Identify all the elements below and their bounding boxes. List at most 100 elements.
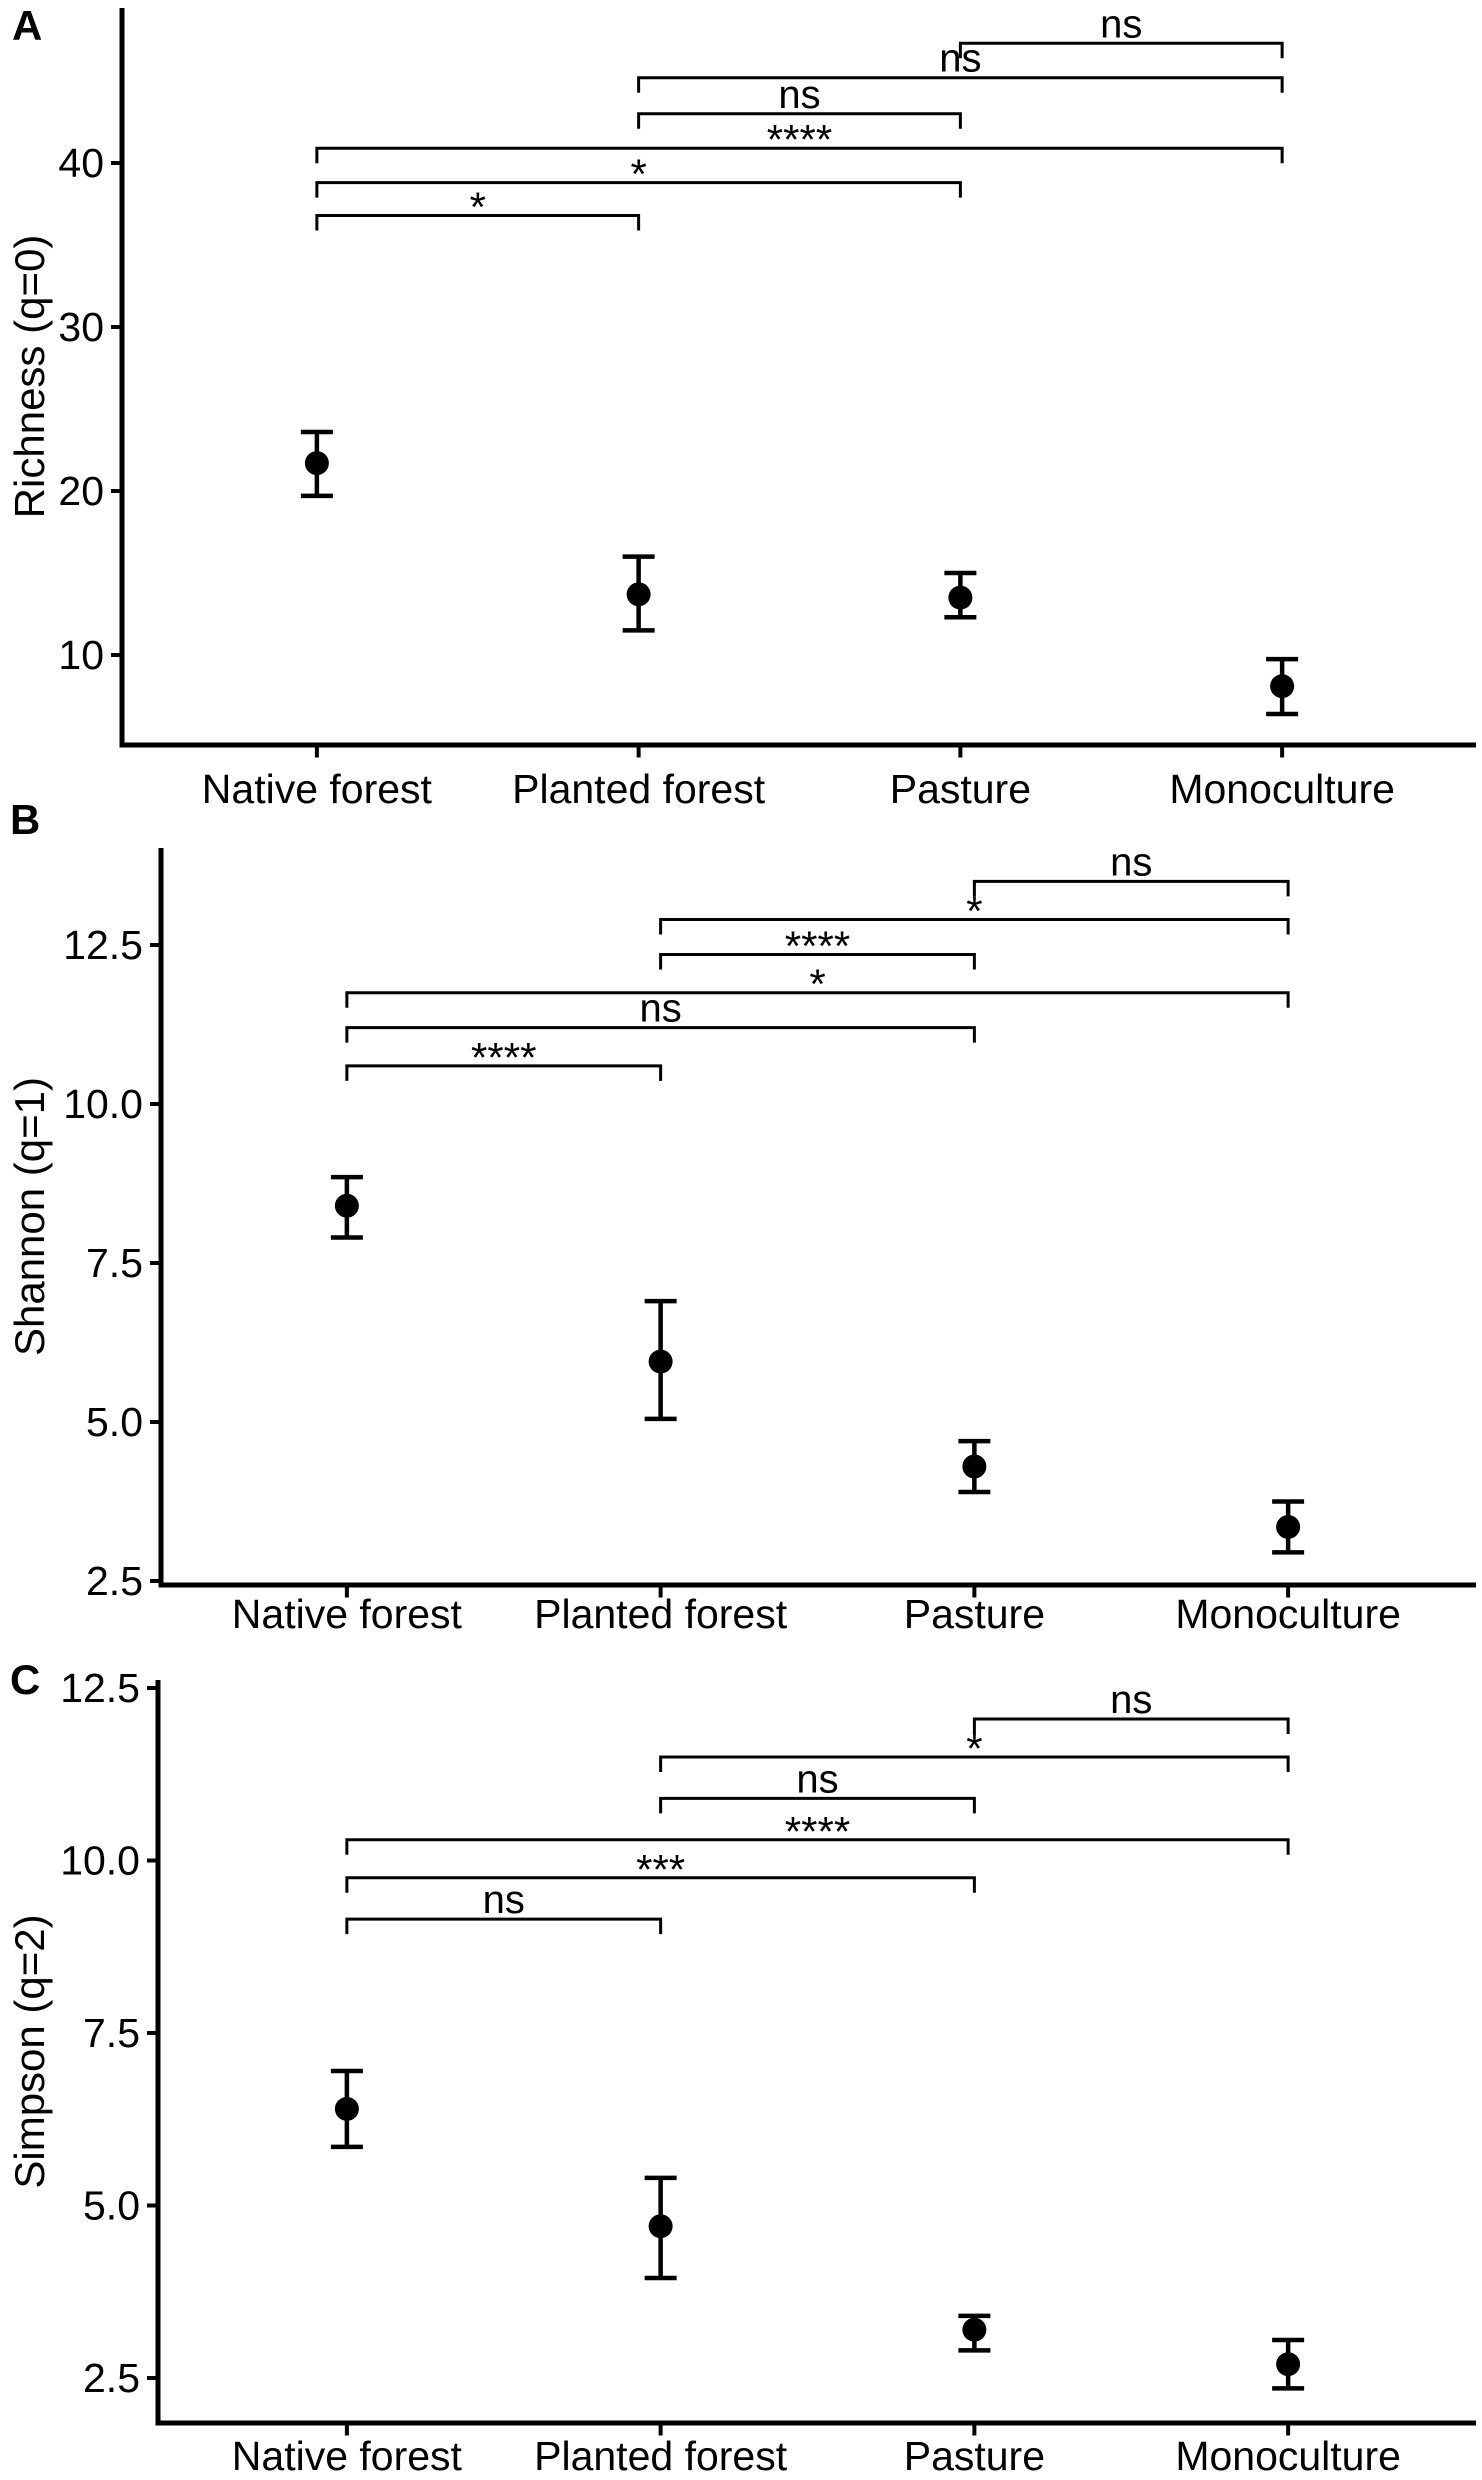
x-category-label: Pasture xyxy=(890,766,1031,812)
point-with-error-bar xyxy=(300,429,333,499)
mean-point xyxy=(304,451,329,476)
significance-bracket: ns xyxy=(972,1678,1290,1735)
mean-point xyxy=(948,585,973,610)
panel-letter: C xyxy=(10,1656,40,1703)
significance-label: **** xyxy=(785,1808,850,1855)
mean-point xyxy=(962,2317,987,2342)
point-with-error-bar xyxy=(330,2068,363,2150)
panel-B: B 2.5 5.0 7.5 10.0 12.5 Shannon (q=1) Native fo… xyxy=(6,796,1476,1637)
y-tick-label: 10 xyxy=(58,632,104,678)
significance-label: ns xyxy=(1100,2,1142,46)
y-tick-label: 10.0 xyxy=(60,1838,140,1884)
significance-bracket: ns xyxy=(958,2,1284,59)
significance-bracket: * xyxy=(315,183,641,231)
bracket-line xyxy=(345,1064,663,1081)
y-axis-title: Shannon (q=1) xyxy=(6,1077,53,1356)
significance-label: ns xyxy=(483,1878,525,1922)
y-tick-label: 2.5 xyxy=(86,1558,143,1604)
x-category-label: Native forest xyxy=(232,2433,463,2479)
bracket-line xyxy=(345,1917,663,1935)
bracket-line xyxy=(315,213,641,231)
point-with-error-bar xyxy=(1272,2337,1305,2391)
bracket-line xyxy=(659,953,976,970)
significance-label: ns xyxy=(796,1757,838,1801)
significance-bracket: * xyxy=(659,888,1290,935)
y-tick-label: 40 xyxy=(58,140,104,186)
significance-label: **** xyxy=(785,923,850,970)
x-category-label: Native forest xyxy=(232,1591,463,1637)
bracket-line xyxy=(637,76,1284,93)
y-tick-label: 5.0 xyxy=(86,1399,143,1445)
bracket-line xyxy=(659,918,1290,935)
bracket-line xyxy=(659,1755,1290,1772)
significance-bracket: ns xyxy=(972,840,1290,897)
mean-point xyxy=(334,1193,359,1218)
y-tick-label: 12.5 xyxy=(60,1665,140,1711)
significance-label: ns xyxy=(640,987,682,1031)
y-tick-label: 12.5 xyxy=(63,922,143,968)
y-tick-label: 2.5 xyxy=(83,2355,140,2401)
mean-point xyxy=(648,2214,673,2239)
point-with-error-bar xyxy=(644,1298,677,1422)
significance-bracket: * xyxy=(659,1725,1290,1772)
mean-point xyxy=(334,2096,359,2121)
y-axis-title: Simpson (q=2) xyxy=(6,1914,53,2188)
bracket-line xyxy=(345,1026,976,1043)
significance-label: * xyxy=(630,151,646,198)
significance-label: * xyxy=(470,183,486,230)
x-category-label: Monoculture xyxy=(1175,2433,1401,2479)
significance-label: **** xyxy=(471,1034,536,1081)
mean-point xyxy=(1276,2352,1301,2377)
panel-A: A 10 20 30 40 Richness (q=0) Native forest Plan… xyxy=(6,2,1476,812)
significance-bracket: **** xyxy=(345,1808,1290,1855)
mean-point xyxy=(962,1454,987,1479)
x-category-label: Planted forest xyxy=(512,766,766,812)
mean-point xyxy=(1270,674,1295,699)
y-tick-label: 30 xyxy=(58,304,104,350)
significance-bracket: **** xyxy=(659,923,976,970)
significance-bracket: ns xyxy=(637,37,1284,93)
point-with-error-bar xyxy=(622,554,655,633)
significance-label: ns xyxy=(1110,1678,1152,1722)
y-axis-title: Richness (q=0) xyxy=(6,235,53,519)
significance-bracket: ns xyxy=(637,73,962,129)
bracket-line xyxy=(315,146,1284,164)
point-with-error-bar xyxy=(1272,1499,1305,1555)
panel-letter: B xyxy=(10,796,40,843)
bracket-line xyxy=(958,41,1284,59)
significance-label: ns xyxy=(1110,840,1152,884)
panel-C: C 2.5 5.0 7.5 10.0 12.5 Simpson (q=2) Native fo… xyxy=(6,1656,1476,2479)
significance-label: * xyxy=(966,888,982,935)
point-with-error-bar xyxy=(958,2313,991,2353)
bracket-line xyxy=(637,112,962,129)
x-category-label: Planted forest xyxy=(534,1591,788,1637)
x-category-label: Monoculture xyxy=(1175,1591,1401,1637)
point-with-error-bar xyxy=(1266,656,1299,717)
mean-point xyxy=(626,582,651,607)
point-with-error-bar xyxy=(330,1174,363,1240)
significance-bracket: * xyxy=(315,151,962,198)
significance-bracket: **** xyxy=(315,116,1284,164)
significance-bracket: *** xyxy=(345,1846,976,1893)
y-tick-label: 20 xyxy=(58,468,104,514)
y-tick-label: 5.0 xyxy=(83,2183,140,2229)
bracket-line xyxy=(345,1876,976,1893)
significance-bracket: * xyxy=(345,961,1290,1008)
bracket-line xyxy=(345,1838,1290,1855)
x-category-label: Pasture xyxy=(904,1591,1045,1637)
bracket-line xyxy=(345,991,1290,1008)
significance-label: ns xyxy=(939,37,981,81)
significance-label: *** xyxy=(636,1846,685,1893)
significance-bracket: **** xyxy=(345,1034,663,1081)
point-with-error-bar xyxy=(958,1438,991,1495)
bracket-line xyxy=(972,879,1290,897)
mean-point xyxy=(648,1349,673,1374)
y-tick-label: 7.5 xyxy=(83,2010,140,2056)
bracket-line xyxy=(972,1717,1290,1735)
x-category-label: Monoculture xyxy=(1169,766,1395,812)
significance-bracket: ns xyxy=(345,987,976,1043)
significance-label: **** xyxy=(767,116,832,163)
significance-label: * xyxy=(966,1725,982,1772)
point-with-error-bar xyxy=(944,570,977,620)
